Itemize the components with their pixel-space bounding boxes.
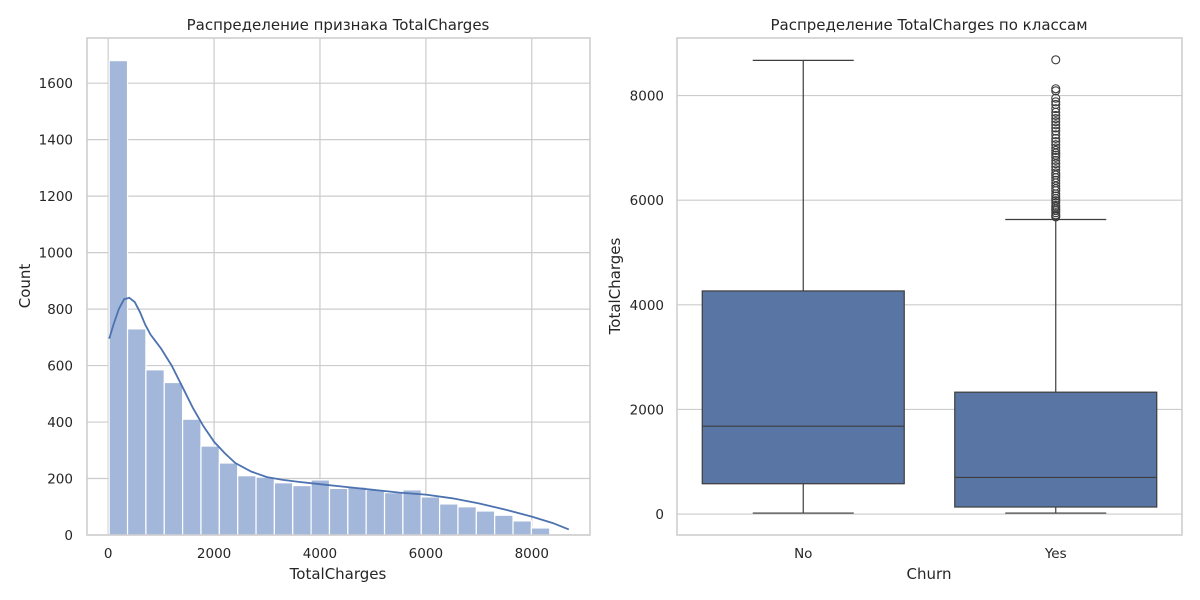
outlier-point [1051, 140, 1061, 150]
histogram-bar [126, 328, 147, 536]
x-tick-label: 0 [104, 546, 113, 562]
histogram-bar [328, 487, 349, 536]
histogram-bar [475, 510, 496, 536]
outlier-point [1051, 123, 1061, 133]
histogram-bar [494, 514, 514, 536]
histogram-y-ticks: 0 200 400 600 800 1000 1200 1400 1600 [39, 76, 73, 544]
outlier-point [1051, 120, 1061, 130]
outlier-point [1051, 104, 1061, 114]
x-tick-label: 8000 [515, 546, 549, 562]
histogram-bar [273, 482, 294, 536]
histogram-bar [512, 520, 532, 536]
histogram-bar [347, 486, 367, 536]
histogram-frame [86, 37, 591, 536]
y-tick-label: 1000 [39, 246, 73, 262]
histogram-title: Распределение признака TotalCharges [187, 16, 490, 34]
histogram-bar [255, 476, 275, 536]
boxplot-marks [701, 55, 1158, 514]
boxplot-frame [676, 37, 1183, 536]
outlier-point [1051, 97, 1061, 107]
outlier-point [1051, 137, 1061, 147]
outlier-point [1051, 130, 1061, 140]
histogram-bar [218, 462, 239, 536]
y-tick-label: 2000 [630, 402, 664, 418]
histogram-bar [310, 479, 331, 536]
histogram-x-ticks: 0 2000 4000 6000 8000 [104, 546, 549, 562]
histogram-bar [439, 503, 459, 536]
histogram-bar [200, 445, 220, 536]
kde-curve [108, 296, 570, 531]
histogram-bar [530, 527, 551, 536]
boxplot-panel: Распределение TotalCharges по классам No… [606, 16, 1183, 583]
y-tick-label: 1400 [39, 133, 73, 149]
y-tick-label: 200 [47, 472, 73, 488]
x-tick-label: 4000 [303, 546, 337, 562]
box-no [701, 59, 905, 514]
histogram-y-axis-label: Count [16, 264, 34, 309]
outlier-point [1051, 155, 1061, 165]
outlier-point [1051, 165, 1061, 175]
outlier-point [1051, 93, 1061, 103]
outlier-point [1051, 114, 1061, 124]
outlier-point [1051, 110, 1061, 120]
histogram-bar [365, 489, 386, 536]
histogram-bar [402, 489, 422, 536]
boxplot-title: Распределение TotalCharges по классам [770, 16, 1087, 34]
outlier-point [1051, 200, 1061, 210]
y-tick-label: 1600 [39, 76, 73, 92]
outlier-point [1051, 117, 1061, 127]
boxplot-x-ticks: No Yes [794, 546, 1067, 562]
histogram-bar [292, 484, 312, 536]
outlier-point [1051, 145, 1061, 156]
outlier-point [1051, 99, 1061, 109]
x-tick-label: 6000 [409, 546, 443, 562]
outlier-point [1051, 168, 1061, 178]
histogram-bar [163, 381, 184, 536]
boxplot-y-ticks: 0 2000 4000 6000 8000 [630, 89, 664, 524]
boxplot-y-axis-label: TotalCharges [606, 237, 624, 335]
histogram-bar [457, 506, 477, 536]
histogram-bar [237, 475, 257, 536]
y-tick-label: 800 [47, 302, 73, 318]
outlier-point [1051, 143, 1061, 153]
histogram-bar [182, 418, 202, 536]
boxplot-x-axis-label: Churn [907, 565, 952, 583]
outlier-point [1051, 133, 1061, 143]
outlier-point [1051, 84, 1061, 94]
y-tick-label: 400 [47, 415, 73, 431]
outlier-point [1051, 162, 1061, 172]
box-yes [954, 55, 1158, 514]
y-tick-label: 0 [64, 528, 73, 544]
histogram-bar [108, 59, 129, 536]
histogram-x-axis-label: TotalCharges [289, 565, 387, 583]
y-tick-label: 0 [655, 507, 664, 523]
y-tick-label: 8000 [630, 89, 664, 105]
x-tick-label: Yes [1044, 546, 1067, 562]
box-iqr [701, 290, 905, 485]
histogram-bar [145, 369, 165, 536]
y-tick-label: 600 [47, 359, 73, 375]
outlier-point [1051, 55, 1061, 65]
y-tick-label: 1200 [39, 189, 73, 205]
x-tick-label: 2000 [197, 546, 231, 562]
histogram-bar [420, 496, 441, 536]
outlier-point [1051, 175, 1061, 185]
histogram-panel: Распределение признака TotalCharges 0 200… [16, 16, 591, 583]
histogram-bar [383, 492, 404, 536]
histogram-bars [108, 59, 551, 536]
box-iqr [954, 391, 1158, 508]
x-tick-label: No [794, 546, 812, 562]
outlier-point [1051, 126, 1061, 136]
y-tick-label: 4000 [630, 298, 664, 314]
y-tick-label: 6000 [630, 193, 664, 209]
